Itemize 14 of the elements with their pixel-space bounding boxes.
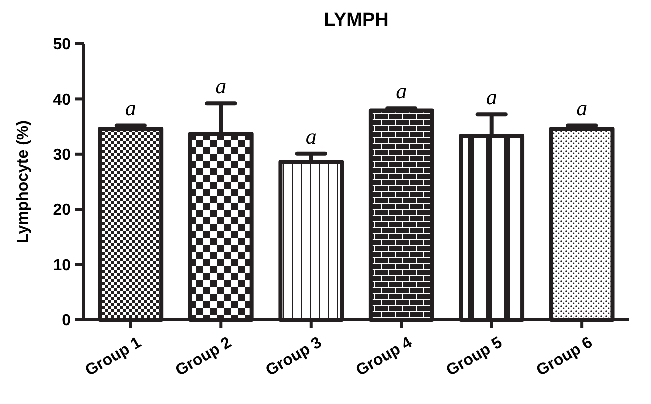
annotation: a (216, 74, 227, 99)
y-axis-title: Lymphocyte (%) (15, 120, 32, 244)
y-tick-label: 0 (62, 312, 72, 330)
y-tick-label: 50 (53, 36, 72, 54)
annotation: a (396, 78, 408, 104)
chart-title: LYMPH (324, 10, 389, 31)
annotation: a (576, 96, 588, 121)
y-tick-label: 10 (53, 257, 72, 274)
y-tick-label: 30 (53, 147, 72, 164)
y-tick-label: 40 (53, 92, 72, 109)
y-tick-label: 20 (53, 202, 72, 220)
annotation: a (486, 84, 498, 110)
annotation: a (125, 96, 136, 121)
annotation: a (306, 124, 317, 149)
